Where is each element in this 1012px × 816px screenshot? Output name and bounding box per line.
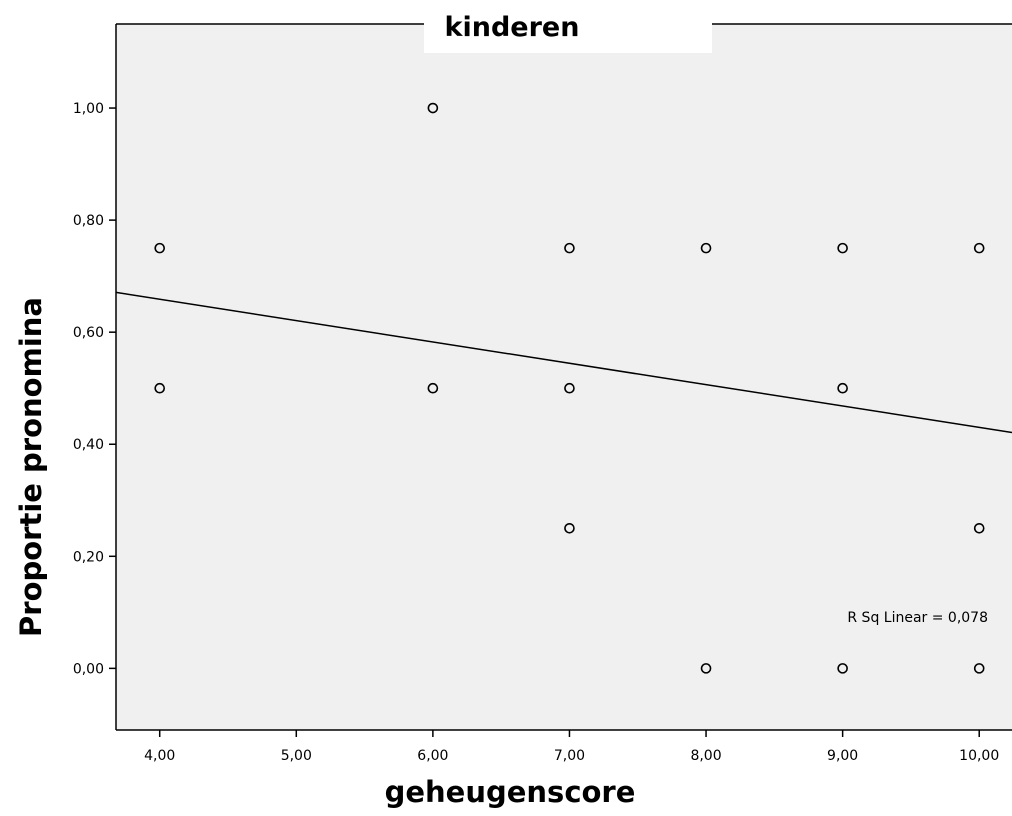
y-tick-label: 0,40 [73,437,104,453]
x-tick-label: 9,00 [827,748,858,764]
x-tick-label: 10,00 [959,748,999,764]
chart-title: kinderen [445,12,580,43]
y-tick-label: 0,00 [73,661,104,677]
y-tick-label: 0,20 [73,549,104,565]
data-point [700,242,712,254]
data-point [427,102,439,114]
x-tick-label: 7,00 [554,748,585,764]
plot-area [116,24,1012,730]
title-background [424,5,712,53]
x-axis-title: geheugenscore [385,775,636,809]
x-tick-label: 8,00 [690,748,721,764]
y-axis-title: Proportie pronomina [14,297,48,637]
data-point [427,382,439,394]
data-point [564,522,575,534]
fit-annotation: R Sq Linear = 0,078 [847,610,988,626]
data-point [564,242,575,254]
data-point [154,242,166,254]
y-tick-label: 0,60 [73,325,104,341]
data-point [837,242,848,254]
fit-line [115,291,1012,434]
data-point [154,382,166,394]
x-tick-label: 5,00 [281,748,312,764]
data-point [837,663,848,674]
data-point [973,242,985,254]
data-point [973,663,985,674]
x-tick-label: 4,00 [144,748,175,764]
y-tick-label: 0,80 [73,213,104,229]
data-point [700,663,712,674]
data-point [564,382,575,394]
data-point [973,522,985,534]
x-tick-label: 6,00 [417,748,448,764]
data-point [837,382,848,394]
y-tick-label: 1,00 [73,101,104,117]
